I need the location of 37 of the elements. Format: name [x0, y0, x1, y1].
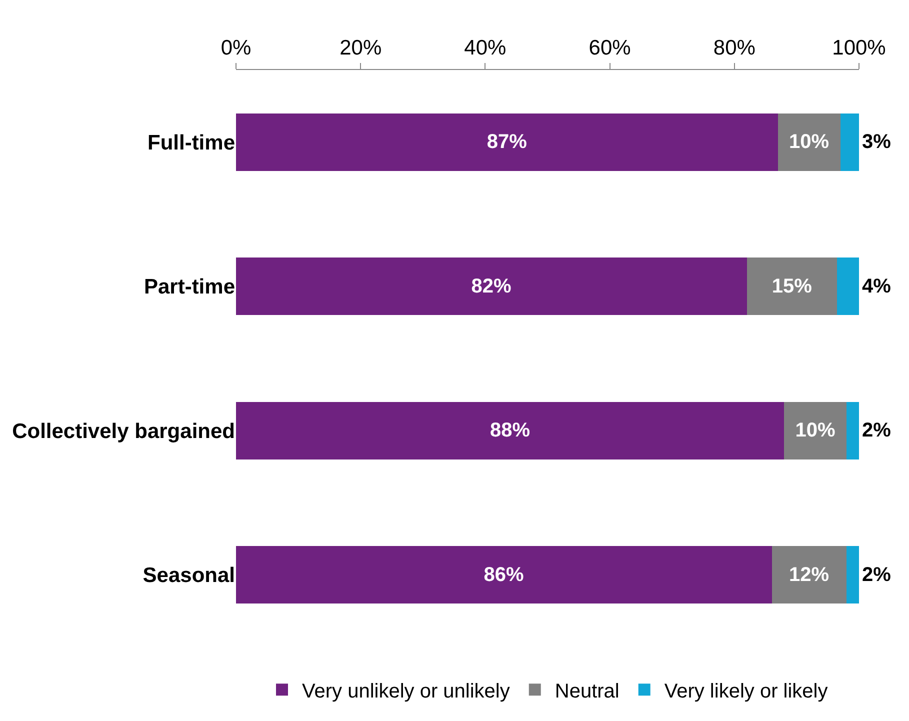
- bar: [236, 113, 778, 171]
- legend-label: Very unlikely or unlikely: [302, 680, 510, 702]
- data-label: 82%: [471, 275, 512, 298]
- bar: [784, 402, 847, 460]
- legend-label: Very likely or likely: [664, 680, 828, 702]
- x-tick-label: 80%: [713, 36, 756, 60]
- bar: [837, 258, 859, 316]
- bar: [846, 402, 859, 460]
- data-label: 86%: [484, 564, 524, 586]
- y-tick-label: Full-time: [148, 131, 235, 154]
- data-label: 12%: [789, 564, 830, 586]
- y-tick-label: Collectively bargained: [12, 420, 235, 443]
- bar: [772, 546, 847, 604]
- x-tick-label: 0%: [220, 36, 252, 60]
- x-tick-label: 40%: [464, 36, 506, 60]
- bar: [236, 402, 784, 460]
- bar: [840, 113, 859, 171]
- data-label: 2%: [862, 420, 892, 442]
- bar: [778, 113, 840, 171]
- data-label: 15%: [772, 275, 812, 298]
- y-tick-label: Seasonal: [142, 564, 235, 588]
- data-label: 4%: [862, 275, 892, 298]
- bar: [846, 546, 859, 604]
- bar: [236, 258, 747, 316]
- data-label: 10%: [795, 420, 836, 442]
- x-tick-label: 60%: [588, 36, 631, 60]
- legend-label: Neutral: [554, 680, 620, 702]
- data-label: 88%: [490, 420, 530, 442]
- y-tick-label: Part-time: [144, 276, 235, 299]
- data-label: 10%: [789, 131, 830, 154]
- x-tick-label: 100%: [832, 36, 886, 60]
- data-label: 87%: [486, 131, 528, 154]
- data-label: 2%: [862, 564, 892, 586]
- bar: [236, 546, 772, 604]
- data-label: 3%: [862, 131, 892, 154]
- bar: [746, 258, 838, 316]
- x-tick-label: 20%: [340, 36, 382, 60]
